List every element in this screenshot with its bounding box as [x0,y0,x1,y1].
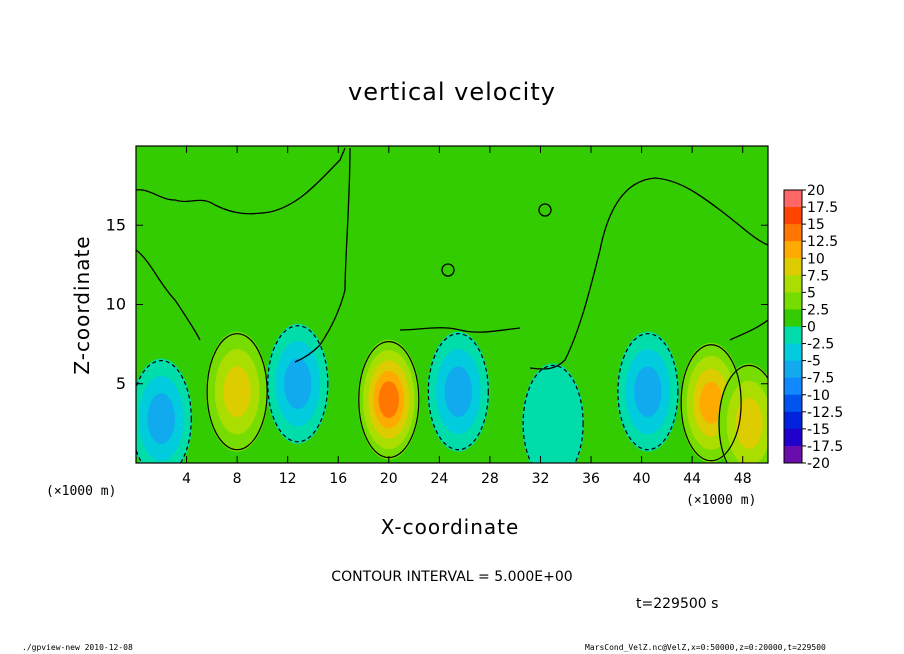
contour-line [522,364,584,463]
x-tick-label: 40 [633,471,651,487]
colorbar-segment [784,309,802,327]
colorbar-segment [784,326,802,345]
colorbar-tick-label: -2.5 [807,337,834,353]
colorbar-tick-label: 5 [807,285,816,301]
colorbar-segment [784,411,802,430]
contour-line [136,360,192,463]
contour-line [680,344,742,462]
x-tick-label: 36 [582,471,600,487]
colorbar-tick-label: 15 [807,217,825,233]
colorbar-tick-label: -10 [807,388,830,404]
colorbar-tick-label: -17.5 [807,439,843,455]
colorbar-segment [784,241,802,259]
heatmap-cell [223,366,251,418]
colorbar-tick-label: 17.5 [807,200,838,216]
x-tick-label: 8 [233,471,242,487]
heatmap-cells [136,323,768,463]
contour-line [206,333,268,451]
heatmap-cell [735,398,763,449]
colorbar-segment [784,428,802,447]
y-tick-label: 10 [106,295,126,314]
colorbar-tick-label: 0 [807,320,816,336]
x-tick-label: 24 [430,471,448,487]
x-tick-label: 20 [380,471,398,487]
contour-interval-note: CONTOUR INTERVAL = 5.000E+00 [331,569,573,585]
y-axis-label: Z-coordinate [70,235,94,375]
y-axis-unit: (×1000 m) [46,484,117,499]
colorbar-segment [784,343,802,362]
heatmap-cell [444,366,472,418]
y-tick-label: 15 [106,215,126,234]
colorbar-tick-label: -12.5 [807,405,843,421]
colorbar-tick-label: 2.5 [807,302,829,318]
contour-lines [136,147,768,463]
colorbar-segment [784,224,802,242]
colorbar-tick-label: -5 [807,354,821,370]
contour-line [617,333,679,451]
time-stamp: t=229500 s [636,596,719,612]
colorbar-segment [784,445,802,464]
x-tick-label: 16 [329,471,347,487]
chart-title: vertical velocity [348,78,556,106]
colorbar-segment [784,190,802,208]
colorbar-segment [784,275,802,293]
contour-line [718,364,768,463]
x-tick-label: 28 [481,471,499,487]
contour-line [427,333,489,451]
x-tick-label: 12 [279,471,297,487]
colorbar-tick-label: -7.5 [807,371,834,387]
colorbar-segment [784,360,802,379]
colorbar-tick-label: 10 [807,251,825,267]
colorbar-segment [784,258,802,276]
colorbar-tick-label: -15 [807,422,830,438]
x-tick-label: 48 [734,471,752,487]
x-tick-label: 4 [182,471,191,487]
heatmap-cell [522,363,585,463]
contour-line [267,325,329,443]
colorbar-segment [784,377,802,396]
heatmap-cell [699,381,723,424]
heatmap-cell [147,393,175,444]
colorbar-tick-label: -20 [807,456,830,472]
colorbar-tick-label: 20 [807,183,825,199]
y-tick-label: 5 [116,374,126,393]
footer-right: MarsCond_VelZ.nc@VelZ,x=0:50000,z=0:2000… [585,643,826,652]
x-tick-label: 32 [532,471,550,487]
x-axis-label: X-coordinate [380,515,520,539]
colorbar-segment [784,394,802,413]
colorbar-tick-label: 12.5 [807,234,838,250]
colorbar-tick-label: 7.5 [807,268,829,284]
x-axis-unit: (×1000 m) [686,493,757,508]
colorbar-segment [784,292,802,310]
colorbar-segment [784,207,802,225]
heatmap-cell [634,366,662,418]
footer-left: ./gpview-new 2010-12-08 [22,643,133,652]
x-tick-label: 44 [683,471,701,487]
heatmap-cell [378,381,399,418]
heatmap-cell [284,358,312,410]
